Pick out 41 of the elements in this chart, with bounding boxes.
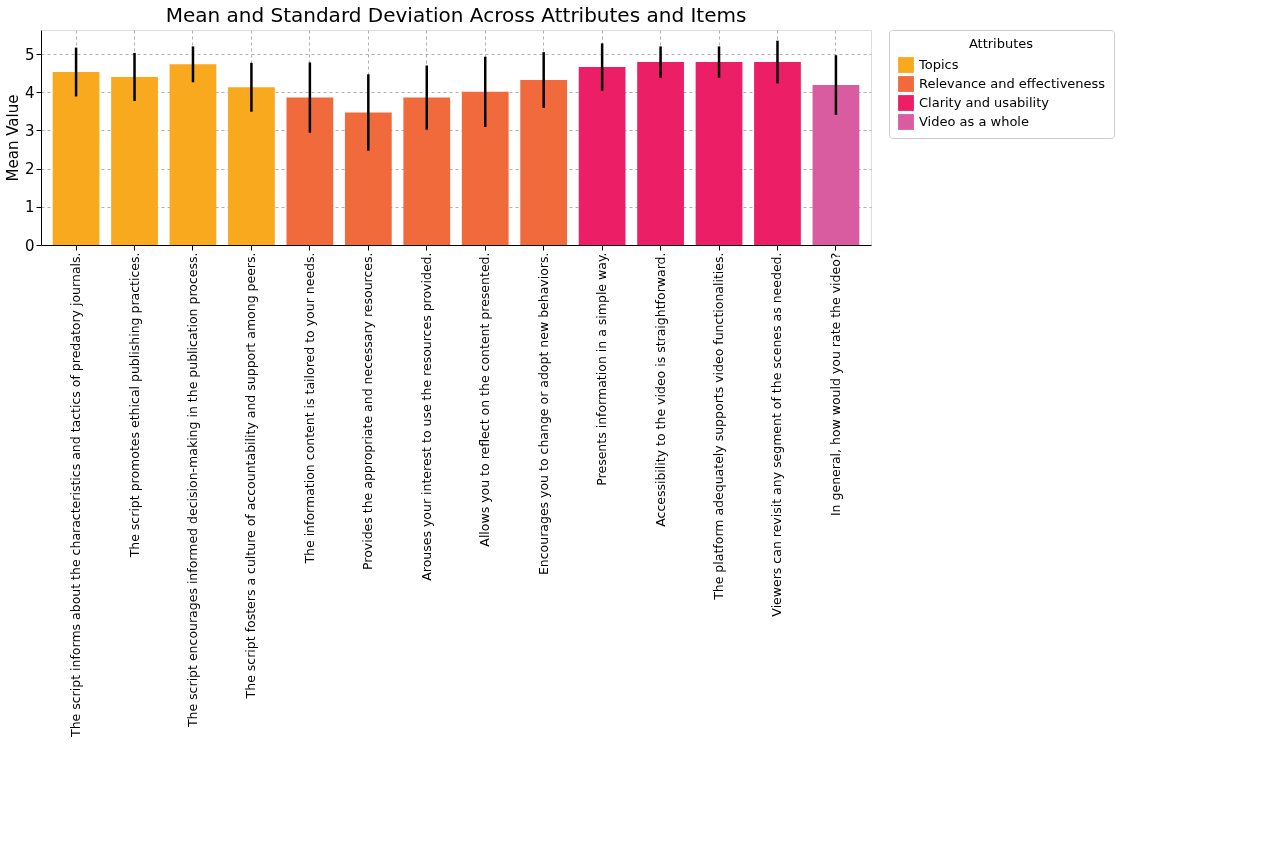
legend-label: Topics	[918, 57, 959, 72]
bar	[578, 67, 626, 245]
y-axis-title: Mean Value	[3, 94, 22, 182]
bar	[754, 62, 801, 245]
chart-title: Mean and Standard Deviation Across Attributes and Items	[165, 2, 747, 27]
x-tick-label: Viewers can revisit any segment of the scenes as needed.	[769, 252, 785, 617]
y-tick-label: 1	[24, 198, 35, 217]
y-tick-label: 4	[24, 83, 35, 102]
bar	[286, 97, 334, 245]
x-tick-label: The platform adequately supports video functionalities.	[711, 252, 727, 601]
x-tick-label: Arouses your interest to use the resources provided.	[418, 252, 434, 581]
x-tick-label: The script encourages informed decision-making in the publication process.	[184, 252, 200, 729]
x-tick-label: Presents information in a simple way.	[594, 252, 610, 486]
x-tick-label: In general, how would you rate the video?	[827, 252, 843, 517]
x-tick-label: Accessibility to the video is straightforward.	[652, 252, 668, 527]
legend-label: Relevance and effectiveness	[919, 76, 1106, 91]
bar	[52, 72, 100, 245]
y-tick-label: 2	[24, 160, 35, 179]
bar	[695, 62, 743, 245]
y-tick-label: 0	[24, 236, 35, 255]
x-tick-label: The script fosters a culture of accountability and support among peers.	[243, 252, 259, 700]
y-tick-label: 5	[24, 45, 35, 64]
x-tick-label: The script promotes ethical publishing practices.	[126, 252, 142, 559]
y-tick-label: 3	[24, 121, 35, 140]
bar	[403, 97, 451, 245]
legend-label: Clarity and usability	[919, 95, 1050, 110]
x-tick-label: Provides the appropriate and necessary resources.	[360, 252, 376, 571]
bar	[520, 80, 568, 245]
x-tick-label: Allows you to reflect on the content presented.	[477, 252, 493, 547]
bar	[169, 64, 217, 245]
bar	[228, 87, 275, 245]
bar	[111, 76, 158, 245]
bar	[812, 84, 860, 245]
x-tick-label: Encourages you to change or adopt new behaviors.	[535, 252, 551, 576]
legend-title: Attributes	[968, 36, 1034, 51]
x-tick-label: The information content is tailored to your needs.	[301, 252, 317, 565]
legend-label: Video as a whole	[919, 114, 1029, 129]
bar	[344, 112, 392, 245]
x-tick-label: The script informs about the characteristics and tactics of predatory journals.	[68, 252, 84, 738]
bar	[637, 62, 684, 245]
bar	[461, 91, 509, 245]
